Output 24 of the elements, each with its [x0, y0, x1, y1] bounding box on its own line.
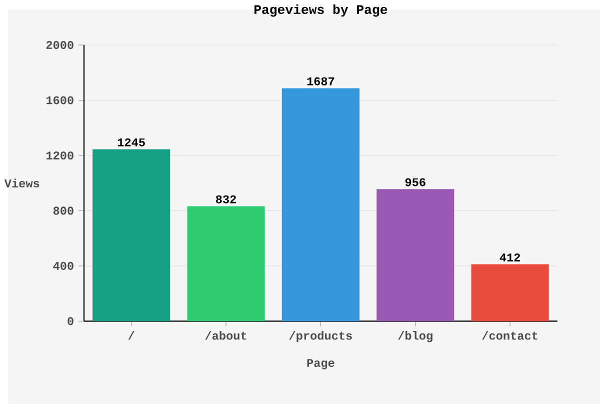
x-tick-label: /blog: [398, 331, 432, 342]
bar: [92, 149, 170, 322]
bar: [187, 206, 265, 322]
y-axis-title: Views: [4, 178, 40, 188]
x-axis-title: Page: [307, 359, 334, 370]
bar: [471, 264, 549, 322]
y-tick-label: 400: [53, 262, 74, 270]
y-tick-label: 2000: [46, 40, 74, 50]
y-tick-label: 1200: [46, 151, 74, 160]
bar: [282, 88, 360, 322]
data-label: 1245: [118, 138, 145, 146]
chart-title: Pageviews by Page: [254, 4, 388, 17]
x-tick-label: /contact: [482, 331, 538, 340]
bar: [376, 189, 454, 322]
data-label: 1687: [307, 77, 334, 86]
y-tick-label: 800: [53, 206, 74, 215]
x-tick-label: /: [128, 331, 134, 340]
data-label: 956: [405, 178, 426, 186]
y-tick-label: 0: [68, 317, 74, 326]
y-tick-label: 1600: [46, 96, 74, 104]
x-tick-label: /about: [205, 331, 246, 340]
data-label: 832: [216, 195, 236, 204]
data-label: 412: [500, 253, 520, 262]
x-tick-label: /products: [289, 331, 352, 342]
